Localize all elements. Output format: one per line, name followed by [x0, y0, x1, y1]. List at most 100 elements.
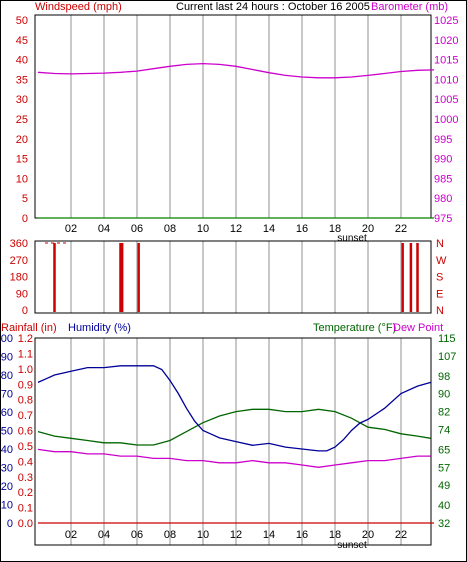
- temperature-tick-label: 65: [438, 444, 450, 456]
- x-tick-label: 22: [395, 529, 407, 541]
- temperature-tick-label: 115: [438, 333, 456, 345]
- right-tick-label: 1025: [434, 15, 458, 27]
- windspeed-title: Windspeed (mph): [35, 1, 122, 13]
- temperature-tick-label: 82: [438, 407, 450, 419]
- left-tick-label: 50: [16, 15, 28, 27]
- dewpoint-line: [37, 448, 431, 468]
- direction-tick-label: 360: [10, 238, 28, 250]
- dewpoint-label: Dew Point: [393, 322, 443, 334]
- humidity-tick-label: 70: [1, 389, 13, 401]
- plot-border: [34, 240, 432, 314]
- compass-label: N: [436, 238, 444, 250]
- compass-label: N: [436, 305, 444, 317]
- x-tick-label: 06: [131, 529, 143, 541]
- humidity-line: [37, 365, 431, 452]
- temperature-tick-label: 90: [438, 389, 450, 401]
- temperature-tick-label: 49: [438, 480, 450, 492]
- top-panel: 0510152025303540455097598098599099510001…: [16, 14, 458, 244]
- humidity-tick-label: 90: [1, 352, 13, 364]
- rainfall-tick-label: 0.8: [18, 395, 33, 407]
- barometer-title: Barometer (mb): [371, 1, 448, 13]
- humidity-tick-label: 20: [1, 481, 13, 493]
- rainfall-tick-label: 0.5: [18, 441, 33, 453]
- rainfall-tick-label: 0.2: [18, 487, 33, 499]
- x-tick-label: 10: [197, 223, 209, 235]
- left-tick-label: 5: [22, 193, 28, 205]
- left-tick-label: 45: [16, 35, 28, 47]
- humidity-tick-label: 30: [1, 463, 13, 475]
- x-tick-label: 18: [329, 529, 341, 541]
- rainfall-tick-label: 1.2: [18, 333, 33, 345]
- x-tick-label: 10: [197, 529, 209, 541]
- rainfall-tick-label: 0.7: [18, 410, 33, 422]
- left-tick-label: 15: [16, 154, 28, 166]
- compass-label: W: [436, 255, 447, 267]
- rainfall-tick-label: 0.6: [18, 426, 33, 438]
- left-tick-label: 25: [16, 114, 28, 126]
- temperature-tick-label: 74: [438, 424, 450, 436]
- plot-border: [34, 337, 432, 546]
- sunset-label: sunset: [337, 540, 367, 551]
- left-tick-label: 0: [22, 213, 28, 225]
- right-tick-label: 990: [434, 154, 452, 166]
- x-tick-label: 20: [362, 529, 374, 541]
- right-tick-label: 1005: [434, 94, 458, 106]
- right-tick-label: 1020: [434, 35, 458, 47]
- x-tick-label: 02: [65, 529, 77, 541]
- x-tick-label: 12: [230, 223, 242, 235]
- x-tick-label: 08: [164, 223, 176, 235]
- right-tick-label: 980: [434, 193, 452, 205]
- direction-tick-label: 0: [22, 305, 28, 317]
- rainfall-tick-label: 0.1: [18, 503, 33, 515]
- temperature-line: [37, 408, 431, 446]
- humidity-tick-label: 80: [1, 370, 13, 382]
- humidity-label: Humidity (%): [68, 322, 131, 334]
- x-tick-label: 20: [362, 223, 374, 235]
- barometer-line: [37, 62, 435, 79]
- rainfall-tick-label: 0.9: [18, 379, 33, 391]
- temperature-tick-label: 107: [438, 351, 456, 363]
- x-tick-label: 22: [395, 223, 407, 235]
- x-tick-label: 18: [329, 223, 341, 235]
- left-tick-label: 20: [16, 134, 28, 146]
- x-tick-label: 04: [98, 529, 110, 541]
- x-tick-label: 04: [98, 223, 110, 235]
- direction-tick-label: 90: [16, 288, 28, 300]
- right-tick-label: 1015: [434, 55, 458, 67]
- humidity-tick-label: 60: [1, 407, 13, 419]
- temperature-label: Temperature (°F): [313, 322, 396, 334]
- compass-label: S: [436, 272, 443, 284]
- x-tick-label: 14: [263, 223, 275, 235]
- humidity-tick-label: 10: [1, 500, 13, 512]
- x-tick-label: 16: [296, 223, 308, 235]
- temperature-tick-label: 32: [438, 518, 450, 530]
- right-tick-label: 1000: [434, 114, 458, 126]
- x-tick-label: 16: [296, 529, 308, 541]
- temperature-tick-label: 57: [438, 462, 450, 474]
- rainfall-tick-label: 0.3: [18, 472, 33, 484]
- right-tick-label: 1010: [434, 74, 458, 86]
- rainfall-tick-label: 1.1: [18, 348, 33, 360]
- humidity-tick-label: 50: [1, 426, 13, 438]
- right-tick-label: 995: [434, 134, 452, 146]
- rainfall-label: Rainfall (in): [1, 322, 57, 334]
- rainfall-tick-label: 0.4: [18, 456, 33, 468]
- rainfall-tick-label: 1.0: [18, 364, 33, 376]
- right-tick-label: 985: [434, 173, 452, 185]
- direction-tick-label: 180: [10, 272, 28, 284]
- x-tick-label: 02: [65, 223, 77, 235]
- temperature-tick-label: 40: [438, 500, 450, 512]
- left-tick-label: 40: [16, 55, 28, 67]
- x-tick-label: 14: [263, 529, 275, 541]
- rainfall-tick-label: 0.0: [18, 518, 33, 530]
- left-tick-label: 10: [16, 173, 28, 185]
- x-tick-label: 06: [131, 223, 143, 235]
- temperature-tick-label: 98: [438, 371, 450, 383]
- x-tick-label: 12: [230, 529, 242, 541]
- plot-border: [34, 14, 432, 219]
- compass-label: E: [436, 288, 443, 300]
- right-tick-label: 975: [434, 213, 452, 225]
